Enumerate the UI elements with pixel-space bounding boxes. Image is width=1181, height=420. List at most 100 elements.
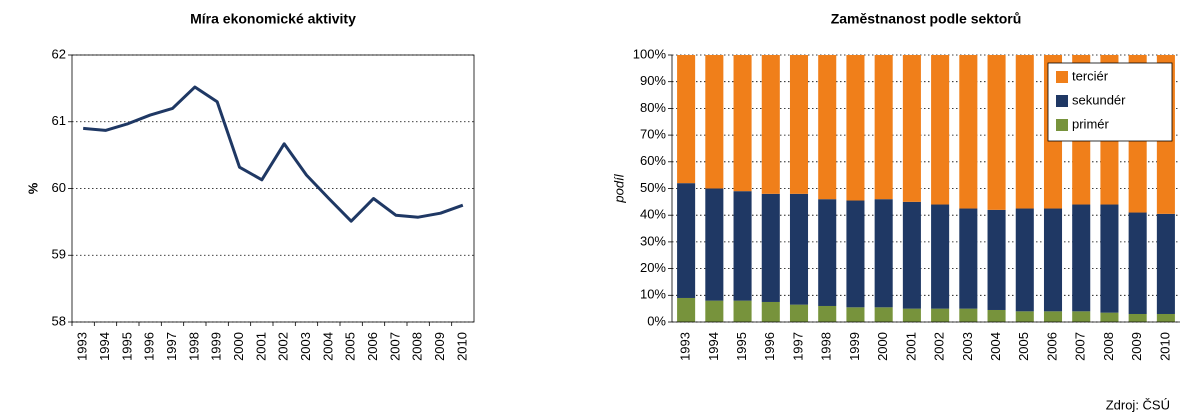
bar-segment [1015, 55, 1034, 209]
x-tick-label: 1993 [75, 332, 90, 361]
bar-segment [959, 55, 978, 209]
y-tick-label: 61 [52, 113, 66, 128]
bar-segment [874, 307, 893, 322]
x-tick-label: 1994 [97, 332, 112, 361]
x-tick-label: 1995 [734, 332, 749, 361]
y-tick-label: 80% [640, 100, 666, 115]
y-axis-label: podíl [611, 173, 626, 203]
x-tick-label: 2008 [410, 332, 425, 361]
legend-label: sekundér [1072, 92, 1126, 107]
bar-segment [1128, 313, 1147, 322]
bar-segment [1043, 208, 1063, 312]
bar-segment [789, 304, 809, 322]
bar-segment [874, 55, 893, 200]
bar-segment [874, 199, 893, 308]
bar-segment [818, 305, 837, 322]
bar-segment [705, 55, 724, 189]
bar-segment [987, 55, 1006, 210]
bar-segment [789, 193, 809, 305]
bar-segment [846, 200, 865, 308]
bar-segment [931, 204, 950, 309]
bar-segment [705, 188, 724, 301]
bar-segment [1015, 311, 1034, 322]
y-tick-label: 60 [52, 180, 66, 195]
x-tick-label: 1997 [790, 332, 805, 361]
x-tick-label: 1996 [142, 332, 157, 361]
bar-segment [733, 191, 752, 301]
chart-title: Míra ekonomické aktivity [190, 11, 356, 27]
bar-segment [959, 308, 978, 322]
x-tick-label: 2000 [875, 332, 890, 361]
x-tick-label: 2009 [1129, 332, 1144, 361]
x-tick-label: 1998 [819, 332, 834, 361]
x-tick-label: 2009 [432, 332, 447, 361]
y-tick-label: 70% [640, 127, 666, 142]
legend-box [1047, 62, 1173, 142]
y-tick-label: 90% [640, 73, 666, 88]
y-tick-label: 0% [647, 313, 666, 328]
bar-segment [902, 308, 921, 322]
x-tick-label: 1994 [706, 332, 721, 361]
y-tick-label: 20% [640, 260, 666, 275]
bar-segment [987, 309, 1006, 322]
bar-segment [902, 55, 921, 202]
x-tick-label: 2000 [231, 332, 246, 361]
bar-segment [1128, 212, 1147, 314]
y-tick-label: 60% [640, 153, 666, 168]
y-axis-label: % [25, 182, 40, 194]
y-tick-label: 58 [52, 313, 66, 328]
bar-segment [733, 55, 752, 192]
y-tick-label: 59 [52, 247, 66, 262]
x-tick-label: 1995 [119, 332, 134, 361]
bar-segment [846, 55, 865, 201]
bar-segment [789, 55, 809, 194]
bar-segment [987, 209, 1006, 310]
bar-segment [761, 301, 780, 322]
source: Zdroj: ČSÚ [1106, 397, 1170, 412]
bar-segment [1100, 204, 1119, 313]
bar-segment [1072, 204, 1091, 312]
line [83, 85, 464, 223]
x-tick-label: 2003 [298, 332, 313, 361]
bar-segment [761, 193, 780, 302]
x-tick-label: 2003 [960, 332, 975, 361]
bar-segment [846, 307, 865, 322]
x-tick-label: 2006 [1044, 332, 1059, 361]
bar-segment [818, 199, 837, 306]
legend-swatch [1056, 119, 1068, 131]
x-tick-label: 2004 [320, 332, 335, 361]
x-tick-label: 2007 [387, 332, 402, 361]
x-tick-label: 1996 [762, 332, 777, 361]
x-tick-label: 1997 [164, 332, 179, 361]
bar-segment [931, 55, 950, 205]
bar-segment [677, 183, 696, 298]
x-tick-label: 2010 [454, 332, 469, 361]
y-tick-label: 50% [640, 180, 666, 195]
x-tick-label: 1999 [209, 332, 224, 361]
plot-frame [71, 54, 475, 323]
bar-segment [705, 300, 724, 322]
x-tick-label: 1993 [678, 332, 693, 361]
x-tick-label: 2008 [1101, 332, 1116, 361]
legend-label: primér [1072, 116, 1110, 131]
x-tick-label: 2004 [988, 332, 1003, 361]
legend-label: terciér [1072, 68, 1109, 83]
y-tick-label: 40% [640, 207, 666, 222]
bar-segment [1072, 311, 1091, 322]
bar-segment [733, 300, 752, 322]
y-tick-label: 30% [640, 233, 666, 248]
y-tick-label: 10% [640, 287, 666, 302]
bar-segment [902, 201, 921, 309]
bar-segment [677, 297, 696, 322]
x-tick-label: 1998 [186, 332, 201, 361]
bar-segment [761, 55, 780, 194]
bar-segment [931, 308, 950, 322]
x-tick-label: 2006 [365, 332, 380, 361]
x-tick-label: 2005 [343, 332, 358, 361]
bar-segment [677, 55, 696, 184]
legend-swatch [1056, 95, 1068, 107]
bar-segment [1156, 313, 1175, 322]
x-tick-label: 2007 [1073, 332, 1088, 361]
x-tick-label: 2001 [253, 332, 268, 361]
